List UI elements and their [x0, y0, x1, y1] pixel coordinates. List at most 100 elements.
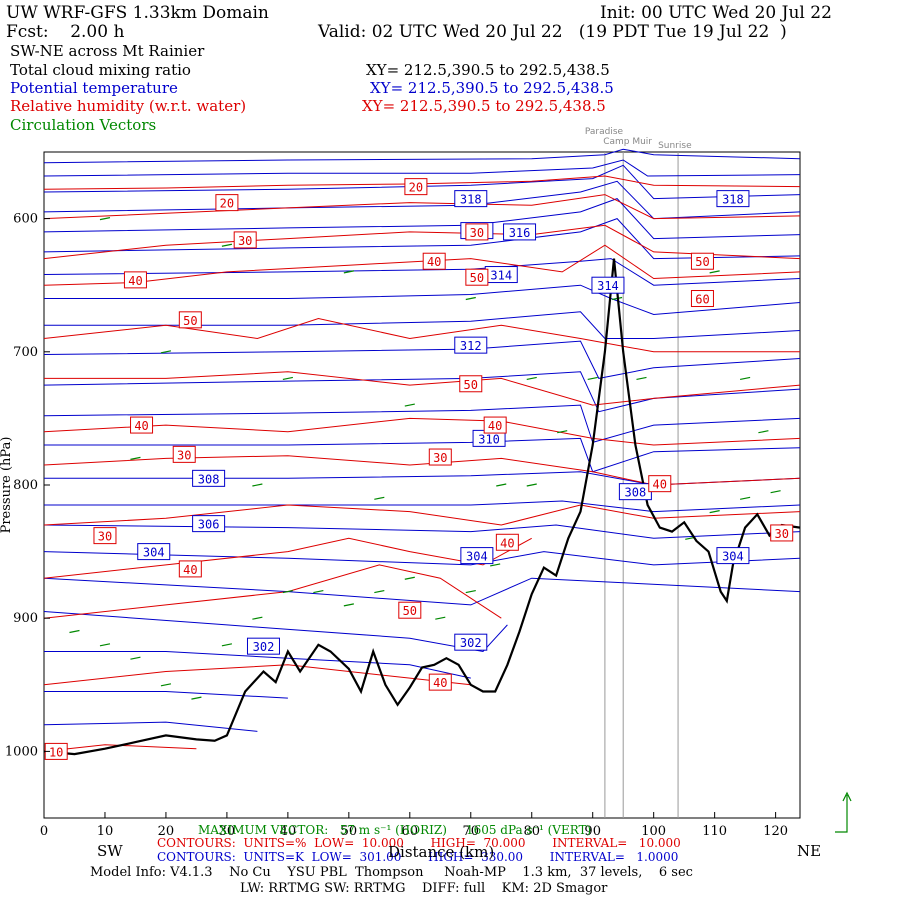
theta-contour: [43, 721, 258, 732]
rh-label: 10: [49, 745, 63, 759]
rh-label-box: [465, 268, 489, 286]
theta-contour: [44, 437, 801, 473]
rh-label-box: [459, 375, 483, 393]
rh-label-box: [648, 475, 672, 493]
theta-contour: [44, 691, 288, 699]
circulation-vector: [221, 643, 233, 647]
physics-info: LW: RRTMG SW: RRTMG DIFF: full KM: 2D Sm…: [240, 881, 608, 896]
theta-label-box: [454, 190, 488, 208]
theta-label: 308: [625, 486, 647, 500]
field-vectors-label: Circulation Vectors: [10, 116, 157, 134]
circulation-vector: [557, 430, 568, 434]
model-info: Model Info: V4.1.3 No Cu YSU PBL Thompso…: [90, 865, 693, 880]
title-right: Init: 00 UTC Wed 20 Jul 22: [600, 3, 832, 23]
x-tick-label: 20: [158, 824, 175, 839]
x-tick-label: 110: [702, 824, 727, 839]
theta-label-box: [192, 469, 226, 487]
circulation-vector: [490, 563, 501, 567]
field-theta-xy: XY= 212.5,390.5 to 292.5,438.5: [370, 79, 614, 97]
circulation-vector: [709, 270, 720, 274]
field-cloud-label: Total cloud mixing ratio: [10, 61, 191, 79]
x-tick-label: 50: [341, 824, 358, 839]
rh-label: 30: [98, 530, 112, 544]
theta-contour: [44, 651, 471, 679]
rh-label-box: [465, 223, 489, 241]
circulation-vector: [404, 403, 415, 407]
x-tick-label: 100: [641, 824, 666, 839]
rh-label-box: [422, 252, 446, 270]
circulation-vector: [99, 217, 111, 221]
rh-label-box: [172, 445, 196, 463]
theta-contour: [43, 159, 801, 177]
rh-contour: [43, 417, 801, 446]
circulation-vector: [221, 243, 233, 247]
rh-label: 50: [695, 255, 709, 269]
circulation-vector: [709, 510, 720, 514]
rh-label: 40: [433, 676, 447, 690]
theta-contours: CONTOURS: UNITS=K LOW= 301.00 HIGH= 330.…: [157, 850, 679, 864]
rh-label: 60: [695, 293, 709, 307]
circulation-vector: [587, 376, 598, 381]
circulation-vector: [404, 576, 415, 580]
rh-label-box: [428, 448, 452, 466]
rh-contour: [43, 317, 800, 353]
theta-label: 314: [597, 279, 619, 293]
rh-label: 50: [183, 314, 197, 328]
circulation-vector: [160, 350, 172, 354]
valid-time: Valid: 02 UTC Wed 20 Jul 22 (19 PDT Tue …: [318, 22, 787, 42]
landmark-label: Sunrise: [658, 141, 692, 151]
theta-label: 318: [460, 193, 482, 207]
max-vector: MAXIMUM VECTOR: 57 m s⁻¹ (HORIZ) 1605 dP…: [198, 823, 592, 837]
circulation-vector: [252, 483, 263, 487]
y-tick-label: 700: [13, 345, 38, 360]
theta-contour: [43, 164, 801, 200]
title-left: UW WRF-GFS 1.33km Domain: [6, 3, 269, 23]
rh-label-box: [690, 290, 714, 308]
landmark-label: Paradise: [585, 127, 624, 137]
rh-contour: [43, 537, 532, 579]
circulation-vector: [374, 496, 385, 500]
rh-label-box: [398, 601, 422, 619]
circulation-vector: [160, 683, 172, 687]
rh-label-box: [233, 231, 257, 249]
theta-label-box: [591, 276, 625, 294]
theta-contour: [44, 311, 801, 339]
rh-label-box: [428, 673, 452, 691]
theta-contour: [43, 551, 801, 566]
rh-label-box: [404, 178, 428, 196]
x-tick-label: 40: [280, 824, 297, 839]
subtitle: SW-NE across Mt Rainier: [10, 42, 205, 60]
rh-label: 20: [220, 197, 234, 211]
x-tick-label: 0: [40, 824, 48, 839]
x-tick-label: 90: [584, 824, 601, 839]
theta-label: 308: [198, 472, 220, 486]
rh-label: 50: [470, 271, 484, 285]
rh-label-box: [215, 194, 239, 212]
field-rh-xy: XY= 212.5,390.5 to 292.5,438.5: [362, 97, 606, 115]
theta-label: 304: [143, 546, 165, 560]
x-tick-label: 30: [219, 824, 236, 839]
rh-contour: [43, 175, 801, 190]
theta-contour: [43, 258, 801, 286]
theta-label: 314: [490, 269, 512, 283]
theta-contour: [43, 611, 508, 653]
circulation-vector: [99, 643, 111, 647]
rh-label: 40: [427, 255, 441, 269]
rh-contour: [43, 664, 471, 686]
circulation-vector: [130, 656, 141, 660]
rh-contour: [43, 244, 801, 286]
rh-label-box: [770, 524, 794, 542]
theta-label: 304: [722, 550, 744, 564]
rh-contours: CONTOURS: UNITS=% LOW= 10.000 HIGH= 70.0…: [157, 836, 681, 850]
theta-label-box: [246, 637, 280, 655]
rh-label: 30: [238, 234, 252, 248]
theta-contour: [43, 404, 801, 444]
theta-contour: [44, 284, 801, 316]
y-axis-label: Pressure (hPa): [0, 437, 14, 534]
theta-label: 316: [509, 226, 531, 240]
rh-label: 30: [177, 448, 191, 462]
theta-label-box: [716, 547, 750, 565]
theta-label-box: [503, 223, 537, 241]
circulation-vector: [69, 629, 80, 634]
y-tick-label: 900: [13, 611, 38, 626]
